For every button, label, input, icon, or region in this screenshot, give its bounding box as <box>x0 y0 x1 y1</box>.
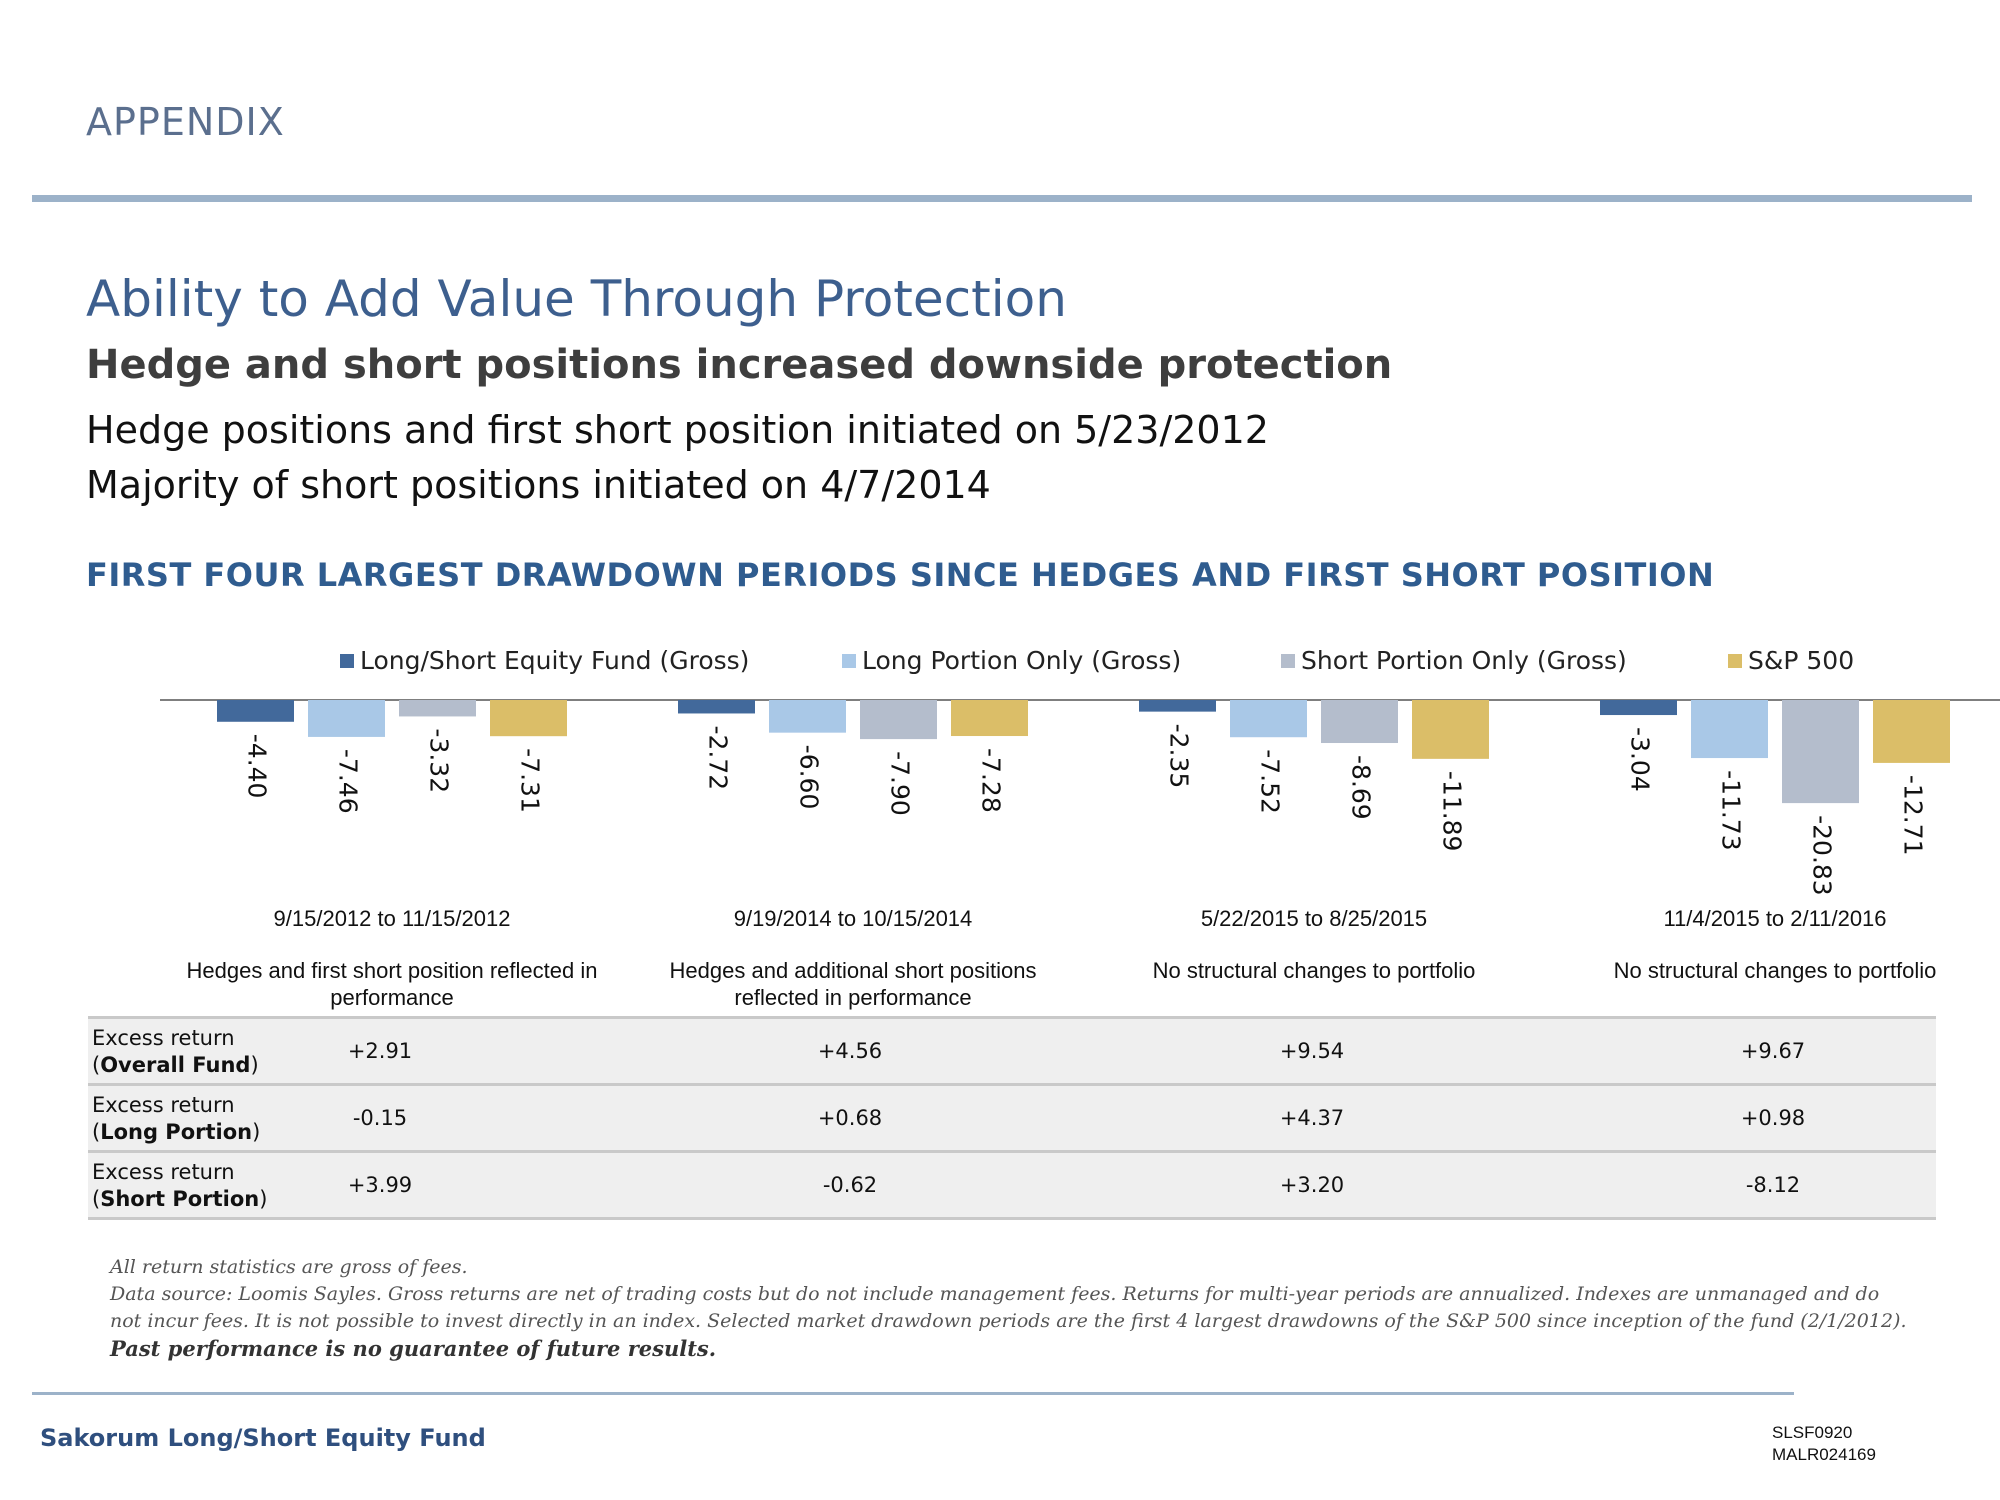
footnote-data-source: Data source: Loomis Sayles. Gross return… <box>110 1283 1907 1332</box>
cell-long-3: +4.37 <box>1279 1106 1345 1130</box>
bar-sp500-period-1 <box>490 700 567 737</box>
legend-swatch-fund <box>340 654 354 668</box>
period-label-4: 11/4/2015 to 2/11/2016 <box>1663 906 1887 931</box>
bar-label-fund-period-3: -2.35 <box>1165 724 1194 789</box>
cell-long-4: +0.98 <box>1740 1106 1806 1130</box>
legend-swatch-long <box>842 654 856 668</box>
row-label-bold: Short Portion <box>100 1187 260 1211</box>
bar-label-fund-period-2: -2.72 <box>704 725 733 790</box>
page-title: Ability to Add Value Through Protection <box>86 270 1067 328</box>
bar-label-sp500-period-2: -7.28 <box>977 748 1006 813</box>
bar-long-period-3 <box>1230 700 1307 738</box>
bullet-short-date: Majority of short positions initiated on… <box>86 463 991 507</box>
cell-long-1: -0.15 <box>352 1106 408 1130</box>
legend-label-sp500: S&P 500 <box>1748 646 1855 675</box>
footer-code-2: MALR024169 <box>1772 1445 1876 1464</box>
footer-codes: SLSF0920 MALR024169 <box>1772 1422 1876 1466</box>
cell-overall-3: +9.54 <box>1279 1039 1345 1063</box>
bar-long-period-2 <box>769 700 846 733</box>
legend-item-short: Short Portion Only (Gross) <box>1281 646 1627 675</box>
period-note-3: No structural changes to portfolio <box>1152 958 1476 983</box>
legend-label-short: Short Portion Only (Gross) <box>1301 646 1627 675</box>
row-label-prefix: Excess return <box>92 1026 235 1050</box>
bar-fund-period-4 <box>1600 700 1677 716</box>
row-label-short: Excess return (Short Portion) <box>92 1160 268 1211</box>
footer-code-1: SLSF0920 <box>1772 1423 1853 1442</box>
footnote-gross-fees: All return statistics are gross of fees. <box>110 1256 468 1278</box>
excess-return-table: Excess return (Overall Fund) +2.91 +4.56 … <box>88 1016 1936 1220</box>
top-divider <box>32 195 1972 202</box>
bottom-divider <box>32 1392 1794 1395</box>
bar-label-long-period-4: -11.73 <box>1717 770 1746 851</box>
cell-short-1: +3.99 <box>347 1173 413 1197</box>
table-row-long: Excess return (Long Portion) -0.15 +0.68 … <box>88 1083 1936 1150</box>
bar-label-sp500-period-3: -11.89 <box>1438 771 1467 852</box>
cell-short-3: +3.20 <box>1279 1173 1345 1197</box>
chart-heading: FIRST FOUR LARGEST DRAWDOWN PERIODS SINC… <box>86 556 1715 594</box>
row-label-prefix: Excess return <box>92 1160 235 1184</box>
bar-short-period-4 <box>1782 700 1859 804</box>
footer-fund-name: Sakorum Long/Short Equity Fund <box>40 1424 486 1452</box>
cell-short-4: -8.12 <box>1745 1173 1801 1197</box>
legend-item-sp500: S&P 500 <box>1728 646 1854 675</box>
bar-fund-period-1 <box>217 700 294 722</box>
bar-sp500-period-3 <box>1412 700 1489 759</box>
legend-label-long: Long Portion Only (Gross) <box>862 646 1182 675</box>
bar-sp500-period-2 <box>951 700 1028 737</box>
bar-label-long-period-1: -7.46 <box>334 749 363 814</box>
period-label-3: 5/22/2015 to 8/25/2015 <box>1200 906 1428 931</box>
period-label-2: 9/19/2014 to 10/15/2014 <box>733 906 973 931</box>
bar-short-period-3 <box>1321 700 1398 744</box>
bar-label-short-period-3: -8.69 <box>1347 755 1376 820</box>
row-label-long: Excess return (Long Portion) <box>92 1093 261 1144</box>
period-label-1: 9/15/2012 to 11/15/2012 <box>273 906 511 931</box>
bars-group <box>217 700 1950 804</box>
cell-overall-2: +4.56 <box>817 1039 883 1063</box>
bar-label-short-period-1: -3.32 <box>425 728 454 793</box>
row-label-prefix: Excess return <box>92 1093 235 1117</box>
period-note-2: Hedges and additional short positions re… <box>669 958 1037 1010</box>
table-row-overall: Excess return (Overall Fund) +2.91 +4.56 … <box>88 1016 1936 1083</box>
section-label: APPENDIX <box>86 100 285 144</box>
bullet-hedge-date: Hedge positions and first short position… <box>86 408 1269 452</box>
period-note-1: Hedges and first short position reflecte… <box>186 958 598 1010</box>
footnotes: All return statistics are gross of fees.… <box>110 1254 1910 1362</box>
bar-label-fund-period-1: -4.40 <box>243 734 272 799</box>
bar-label-long-period-3: -7.52 <box>1256 749 1285 814</box>
cell-long-2: +0.68 <box>817 1106 883 1130</box>
bar-short-period-1 <box>399 700 476 717</box>
bar-long-period-1 <box>308 700 385 737</box>
bar-labels-group: -4.40 -7.46 -3.32 -7.31 -2.72 -6.60 -7.90 -7.28… <box>243 724 1928 896</box>
bar-label-short-period-2: -7.90 <box>886 751 915 816</box>
chart-legend: Long/Short Equity Fund (Gross) Long Port… <box>0 646 2000 682</box>
bar-short-period-2 <box>860 700 937 740</box>
footnote-disclaimer: Past performance is no guarantee of futu… <box>110 1336 717 1361</box>
row-label-bold: Overall Fund <box>100 1053 251 1077</box>
bar-label-sp500-period-1: -7.31 <box>516 748 545 813</box>
bar-sp500-period-4 <box>1873 700 1950 763</box>
legend-item-long: Long Portion Only (Gross) <box>842 646 1181 675</box>
page-subtitle: Hedge and short positions increased down… <box>86 342 1393 388</box>
table-row-short: Excess return (Short Portion) +3.99 -0.62… <box>88 1150 1936 1220</box>
bar-label-fund-period-4: -3.04 <box>1626 727 1655 792</box>
bar-label-short-period-4: -20.83 <box>1808 815 1837 896</box>
legend-swatch-sp500 <box>1728 654 1742 668</box>
bar-fund-period-2 <box>678 700 755 714</box>
legend-swatch-short <box>1281 654 1295 668</box>
row-label-overall: Excess return (Overall Fund) <box>92 1026 259 1077</box>
cell-short-2: -0.62 <box>822 1173 878 1197</box>
legend-label-fund: Long/Short Equity Fund (Gross) <box>360 646 750 675</box>
row-label-bold: Long Portion <box>100 1120 253 1144</box>
cell-overall-1: +2.91 <box>347 1039 413 1063</box>
bar-label-sp500-period-4: -12.71 <box>1899 775 1928 856</box>
drawdown-bar-chart: -4.40 -7.46 -3.32 -7.31 -2.72 -6.60 -7.90 -7.28… <box>160 699 2000 896</box>
cell-overall-4: +9.67 <box>1740 1039 1806 1063</box>
period-note-4: No structural changes to portfolio <box>1613 958 1937 983</box>
legend-item-fund: Long/Short Equity Fund (Gross) <box>340 646 749 675</box>
bar-label-long-period-2: -6.60 <box>795 745 824 810</box>
bar-long-period-4 <box>1691 700 1768 759</box>
bar-fund-period-3 <box>1139 700 1216 712</box>
